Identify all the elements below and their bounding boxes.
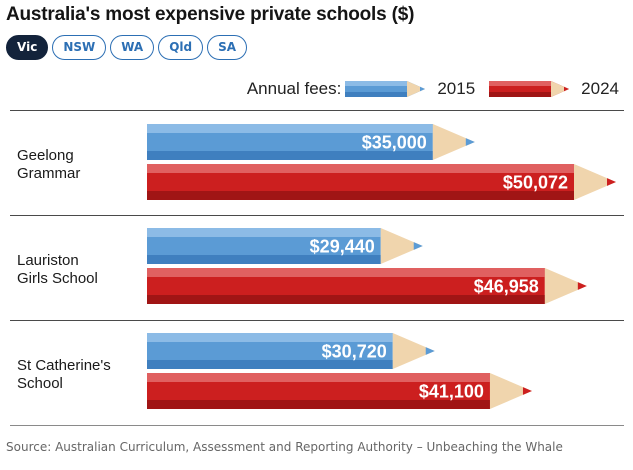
bar-value-label: $41,100: [419, 382, 484, 402]
bar-shadow: [147, 400, 490, 409]
pencil-wood: [544, 268, 587, 304]
pencil-wood: [489, 373, 532, 409]
bar-2024: $50,072: [147, 164, 616, 200]
pencil-wood: [392, 333, 435, 369]
row-label-line: Lauriston: [17, 252, 79, 269]
pencil-lead: [577, 282, 587, 290]
legend: Annual fees: 2015 2024: [247, 74, 619, 104]
tab-sa[interactable]: SA: [207, 35, 248, 60]
bar-value-label: $35,000: [362, 133, 427, 153]
bar-value-label: $30,720: [322, 342, 387, 362]
row-label-st-catherines: St Catherine's School: [17, 357, 142, 393]
chart-title: Australia's most expensive private schoo…: [6, 4, 415, 25]
bar-shadow: [147, 151, 433, 160]
bar-highlight: [147, 268, 545, 277]
row-label-line: Girls School: [17, 270, 98, 287]
bar-value-label: $29,440: [310, 237, 375, 257]
pencil-lead: [465, 138, 475, 146]
row-label-line: St Catherine's: [17, 357, 111, 374]
blue-pencil-icon: [345, 81, 426, 97]
pencil-lead: [425, 347, 435, 355]
tab-wa[interactable]: WA: [110, 35, 155, 60]
bar-2015: $35,000: [147, 124, 475, 160]
row-divider: [10, 320, 624, 321]
bar-highlight: [147, 333, 393, 342]
row-divider: [10, 215, 624, 216]
legend-label-2024: 2024: [581, 79, 619, 98]
bar-value-label: $50,072: [503, 173, 568, 193]
legend-label-2015: 2015: [437, 79, 476, 98]
pencil-lead: [607, 178, 616, 186]
source-note: Source: Australian Curriculum, Assessmen…: [6, 440, 563, 454]
bar-highlight: [147, 228, 381, 237]
pencil-wood: [432, 124, 475, 160]
row-label-line: Geelong: [17, 147, 74, 164]
row-divider: [10, 110, 624, 111]
legend-item-2024: 2024: [489, 78, 619, 100]
state-tabs: Vic NSW WA Qld SA: [6, 35, 248, 60]
pencil-lead: [413, 242, 423, 250]
bar-shadow: [147, 295, 545, 304]
bar-2024: $41,100: [147, 373, 532, 409]
bar-shadow: [147, 360, 393, 369]
bar-highlight: [147, 373, 490, 382]
tab-nsw[interactable]: NSW: [52, 35, 107, 60]
pencil-wood: [574, 164, 616, 200]
bar-highlight: [147, 164, 574, 173]
bar-shadow: [147, 191, 574, 200]
bar-highlight: [147, 124, 433, 133]
row-label-line: School: [17, 375, 63, 392]
bar-2024: $46,958: [147, 268, 587, 304]
red-pencil-icon: [489, 81, 570, 97]
bar-2015: $29,440: [147, 228, 423, 264]
row-label-lauriston: Lauriston Girls School: [17, 252, 142, 288]
row-label-geelong: Geelong Grammar: [17, 147, 142, 183]
legend-title: Annual fees:: [246, 79, 342, 98]
legend-item-2015: 2015: [345, 78, 475, 100]
row-label-line: Grammar: [17, 165, 81, 182]
pencil-wood: [380, 228, 423, 264]
tab-qld[interactable]: Qld: [158, 35, 204, 60]
bar-2015: $30,720: [147, 333, 435, 369]
row-divider-bottom: [10, 425, 624, 426]
pencil-lead: [522, 387, 532, 395]
bar-value-label: $46,958: [474, 277, 539, 297]
tab-vic[interactable]: Vic: [6, 35, 49, 60]
bar-shadow: [147, 255, 381, 264]
